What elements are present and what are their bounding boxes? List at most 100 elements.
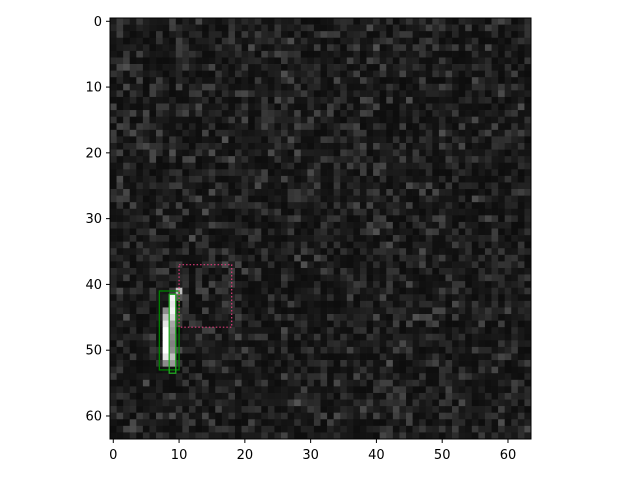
heatmap-cell: [425, 419, 433, 427]
heatmap-cell: [419, 320, 427, 328]
heatmap-cell: [188, 116, 196, 124]
heatmap-cell: [478, 267, 486, 275]
heatmap-cell: [156, 83, 163, 91]
heatmap-cell: [524, 241, 532, 249]
heatmap-cell: [511, 149, 519, 157]
heatmap-cell: [412, 267, 420, 275]
heatmap-cell: [241, 57, 249, 65]
heatmap-cell: [432, 175, 440, 183]
heatmap-cell: [445, 228, 453, 236]
heatmap-cell: [215, 129, 223, 137]
heatmap-cell: [484, 300, 492, 308]
heatmap-cell: [313, 320, 321, 328]
heatmap-cell: [294, 386, 302, 394]
heatmap-cell: [221, 228, 229, 236]
heatmap-cell: [281, 24, 288, 32]
heatmap-cell: [386, 221, 394, 229]
heatmap-cell: [142, 83, 150, 91]
heatmap-cell: [136, 300, 144, 308]
heatmap-cell: [149, 189, 157, 196]
heatmap-cell: [412, 215, 420, 223]
heatmap-cell: [432, 195, 440, 203]
heatmap-cell: [149, 182, 157, 190]
heatmap-cell: [392, 353, 400, 361]
heatmap-cell: [452, 327, 459, 335]
heatmap-cell: [386, 156, 394, 164]
heatmap-cell: [274, 208, 282, 216]
heatmap-cell: [149, 31, 157, 39]
heatmap-cell: [452, 149, 459, 157]
heatmap-cell: [267, 70, 275, 78]
heatmap-cell: [412, 386, 420, 394]
heatmap-cell: [136, 116, 144, 124]
heatmap-cell: [359, 294, 367, 302]
heatmap-cell: [399, 103, 407, 111]
heatmap-cell: [267, 419, 275, 427]
heatmap-cell: [504, 123, 512, 131]
heatmap-cell: [281, 274, 288, 282]
heatmap-cell: [123, 142, 131, 150]
heatmap-cell: [432, 129, 440, 137]
heatmap-cell: [300, 314, 308, 321]
heatmap-cell: [287, 353, 295, 361]
heatmap-cell: [491, 123, 499, 131]
heatmap-cell: [300, 248, 308, 256]
heatmap-cell: [438, 195, 446, 203]
heatmap-cell: [392, 162, 400, 170]
heatmap-cell: [327, 406, 335, 414]
heatmap-cell: [300, 64, 308, 71]
heatmap-cell: [327, 373, 335, 381]
heatmap-cell: [261, 142, 269, 150]
heatmap-cell: [478, 261, 486, 269]
heatmap-cell: [313, 419, 321, 427]
heatmap-cell: [366, 123, 374, 131]
heatmap-cell: [524, 189, 532, 196]
heatmap-cell: [346, 314, 354, 321]
heatmap-cell: [267, 142, 275, 150]
heatmap-cell: [234, 162, 242, 170]
heatmap-cell: [452, 136, 459, 144]
heatmap-cell: [471, 432, 479, 440]
heatmap-cell: [248, 182, 256, 190]
heatmap-cell: [156, 110, 163, 118]
heatmap-cell: [300, 18, 308, 25]
heatmap-cell: [307, 412, 315, 420]
heatmap-cell: [465, 90, 473, 98]
heatmap-cell: [136, 175, 144, 183]
heatmap-cell: [340, 360, 348, 367]
heatmap-cell: [300, 419, 308, 427]
heatmap-cell: [182, 202, 190, 210]
heatmap-cell: [274, 432, 282, 440]
heatmap-cell: [294, 189, 302, 196]
heatmap-cell: [254, 70, 262, 78]
heatmap-cell: [340, 267, 348, 275]
heatmap-cell: [142, 37, 150, 45]
heatmap-cell: [346, 419, 354, 427]
heatmap-cell: [182, 24, 190, 32]
heatmap-cell: [195, 169, 203, 177]
heatmap-cell: [248, 96, 256, 104]
heatmap-cell: [149, 142, 157, 150]
heatmap-cell: [228, 392, 236, 400]
heatmap-cell: [517, 281, 525, 289]
heatmap-cell: [274, 221, 282, 229]
heatmap-cell: [136, 327, 144, 335]
heatmap-cell: [517, 110, 525, 118]
heatmap-cell: [175, 110, 183, 118]
heatmap-cell: [202, 307, 210, 315]
heatmap-cell: [412, 327, 420, 335]
heatmap-cell: [195, 228, 203, 236]
heatmap-cell: [136, 307, 144, 315]
heatmap-cell: [353, 182, 361, 190]
heatmap-cell: [386, 162, 394, 170]
heatmap-cell: [149, 412, 157, 420]
heatmap-cell: [287, 300, 295, 308]
heatmap-cell: [254, 307, 262, 315]
heatmap-cell: [406, 221, 413, 229]
heatmap-cell: [412, 254, 420, 262]
heatmap-cell: [313, 44, 321, 52]
heatmap-cell: [123, 31, 131, 39]
heatmap-cell: [208, 70, 216, 78]
heatmap-cell: [320, 307, 328, 315]
heatmap-cell: [340, 221, 348, 229]
